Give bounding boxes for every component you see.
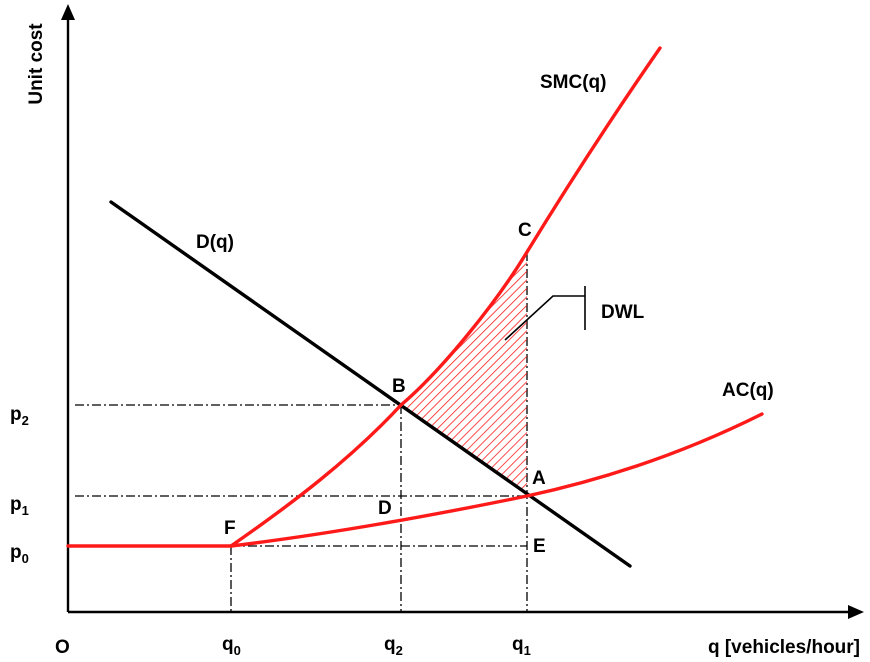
ac-curve (229, 412, 764, 548)
ac-label: AC(q) (722, 380, 774, 401)
y-axis-label: Unit cost (26, 23, 47, 105)
point-label-c: C (518, 220, 532, 241)
tick-q0: q0 (222, 634, 241, 658)
x-axis-label: q [vehicles/hour] (708, 637, 860, 658)
smc-label: SMC(q) (540, 72, 606, 93)
point-label-b: B (392, 376, 406, 397)
origin-label: O (55, 637, 70, 658)
tick-p2: p2 (10, 404, 29, 428)
point-label-a: A (532, 468, 546, 489)
tick-p0: p0 (10, 542, 29, 566)
tick-p1: p1 (10, 494, 29, 518)
point-label-e: E (533, 536, 546, 557)
demand-curve (109, 200, 632, 568)
point-label-d: D (378, 498, 392, 519)
dwl-leader-line (504, 295, 585, 341)
smc-curve (229, 46, 662, 548)
demand-label: D(q) (196, 232, 234, 253)
tick-q2: q2 (384, 634, 403, 658)
tick-q1: q1 (512, 634, 531, 658)
y-axis-arrowhead (61, 4, 75, 20)
dwl-label: DWL (601, 302, 645, 323)
dwl-region (401, 252, 527, 496)
x-axis-arrowhead (848, 605, 864, 619)
point-label-f: F (224, 518, 236, 539)
